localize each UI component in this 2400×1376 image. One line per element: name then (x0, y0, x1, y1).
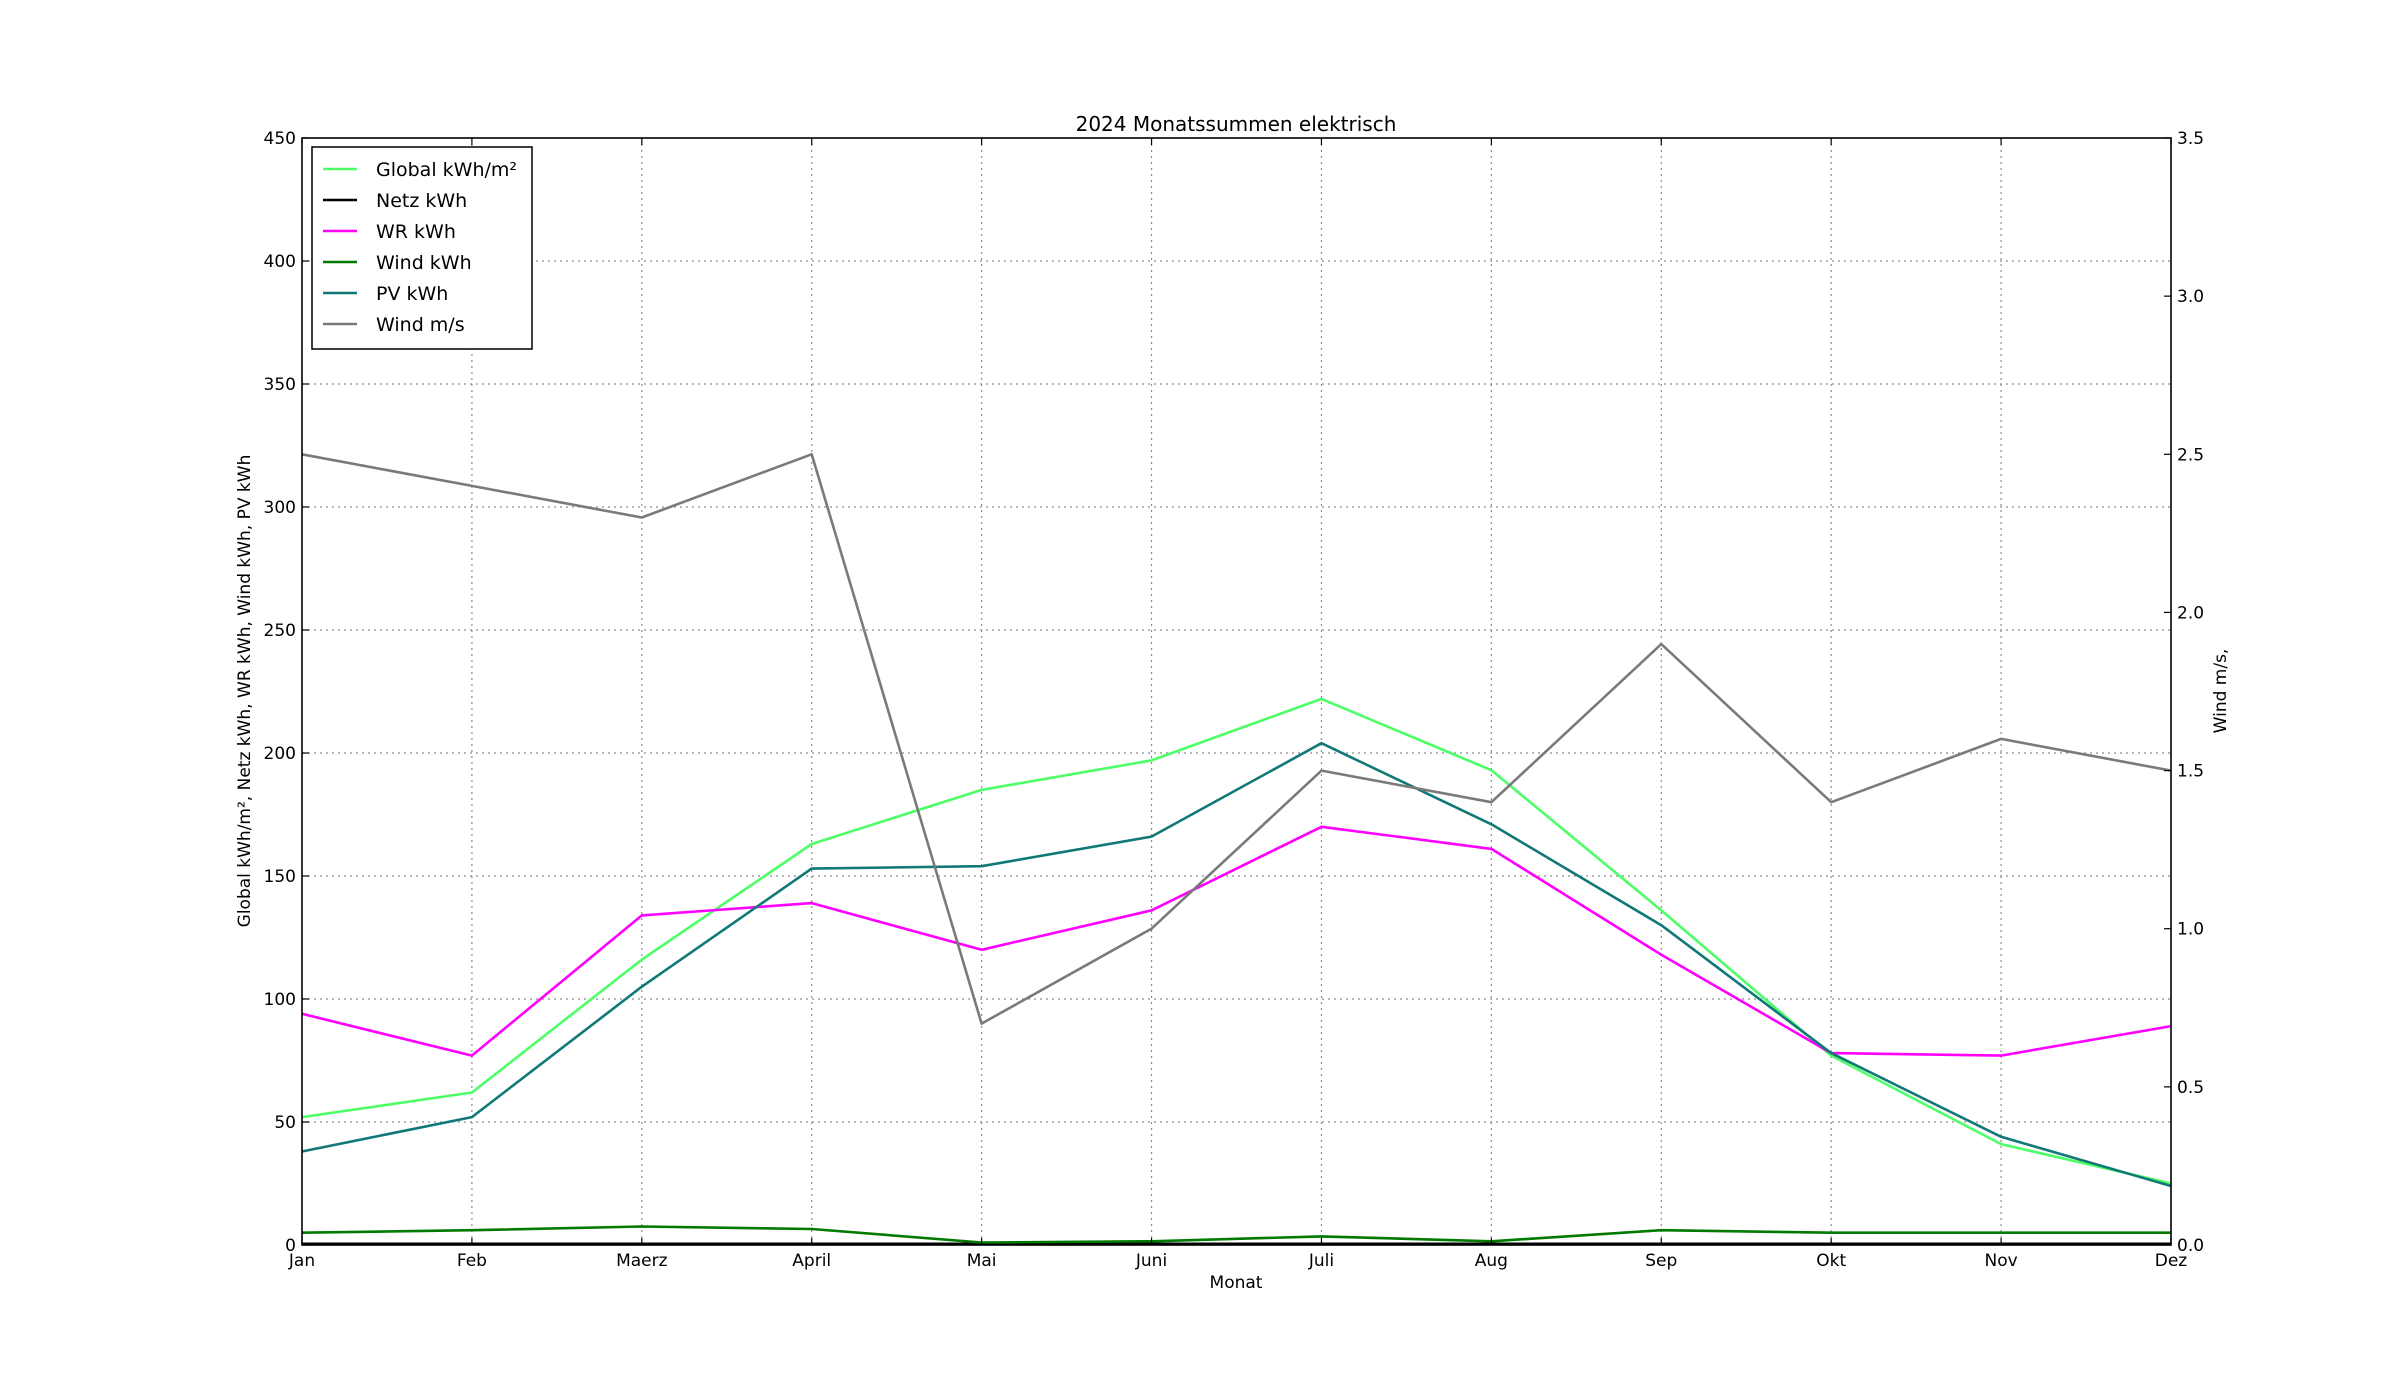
legend-label-pv-kwh: PV kWh (376, 283, 448, 305)
y2-tick-label: 2.5 (2177, 445, 2204, 465)
legend-label-wr-kwh: WR kWh (376, 221, 456, 243)
y-tick-label: 350 (264, 375, 296, 395)
legend-label-global-kwh-m: Global kWh/m² (376, 159, 517, 181)
legend-label-netz-kwh: Netz kWh (376, 190, 467, 212)
x-tick-label: Dez (2155, 1251, 2188, 1271)
series-line-wind-m-s (301, 452, 2172, 1025)
y-tick-label: 200 (264, 744, 296, 764)
x-axis-label: Monat (1210, 1273, 1263, 1293)
series-line-wind-kwh (301, 1225, 2171, 1244)
y-tick-label: 250 (264, 621, 296, 641)
y-tick-label: 400 (264, 252, 296, 272)
y-tick-label: 0 (285, 1236, 296, 1256)
y2-tick-label: 3.5 (2177, 129, 2204, 149)
y-tick-label: 150 (264, 867, 296, 887)
y-tick-label: 50 (274, 1113, 296, 1133)
y2-tick-label: 0.0 (2177, 1236, 2204, 1256)
x-tick-label: Juli (1308, 1251, 1334, 1271)
y-tick-label: 100 (264, 990, 296, 1010)
chart-title: 2024 Monatssummen elektrisch (1076, 112, 1397, 136)
legend-box (311, 146, 533, 350)
legend: Global kWh/m² Netz kWh WR kWh Wind kWh PV kW… (311, 146, 533, 350)
legend-label-wind-m-s: Wind m/s (376, 314, 465, 336)
y2-tick-label: 2.0 (2177, 603, 2204, 623)
y-tick-label: 300 (264, 498, 296, 518)
x-tick-label: Aug (1475, 1251, 1508, 1271)
series-layer (301, 452, 2172, 1246)
y2-tick-label: 1.5 (2177, 762, 2204, 782)
plot-frame (301, 137, 2172, 1246)
y2-tick-label: 3.0 (2177, 287, 2204, 307)
x-tick-label: April (792, 1251, 831, 1271)
series-line-global-kwh-m (301, 697, 2172, 1185)
series-line-pv-kwh (301, 741, 2172, 1188)
y2-axis-label: Wind m/s, (2211, 649, 2231, 734)
y2-tick-label: 1.0 (2177, 920, 2204, 940)
x-tick-label: Juni (1135, 1251, 1167, 1271)
grid (302, 138, 2171, 1245)
x-tick-label: Feb (457, 1251, 487, 1271)
y-tick-label: 450 (264, 129, 296, 149)
x-tick-label: Mai (967, 1251, 997, 1271)
x-tick-label: Maerz (616, 1251, 668, 1271)
y-axis-right: 0.0 0.5 1.0 1.5 2.0 2.5 3.0 3.5 (2164, 129, 2204, 1256)
legend-label-wind-kwh: Wind kWh (376, 252, 472, 274)
x-tick-label: Sep (1645, 1251, 1677, 1271)
y-axis-left: 0 50 100 150 200 250 300 350 400 450 (264, 129, 309, 1256)
x-tick-label: Okt (1816, 1251, 1846, 1271)
y-axis-label: Global kWh/m², Netz kWh, WR kWh, Wind kW… (235, 455, 255, 928)
x-tick-label: Nov (1984, 1251, 2017, 1271)
y2-tick-label: 0.5 (2177, 1078, 2204, 1098)
x-tick-label: Jan (288, 1251, 315, 1271)
series-line-wr-kwh (301, 825, 2172, 1057)
x-axis: Jan Feb Maerz April Mai Juni Juli Aug Sep Okt Nov D… (288, 138, 2187, 1271)
